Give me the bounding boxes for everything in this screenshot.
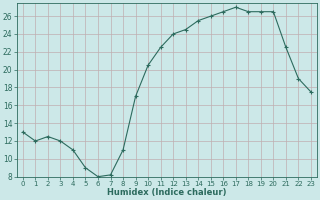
X-axis label: Humidex (Indice chaleur): Humidex (Indice chaleur) [107, 188, 227, 197]
